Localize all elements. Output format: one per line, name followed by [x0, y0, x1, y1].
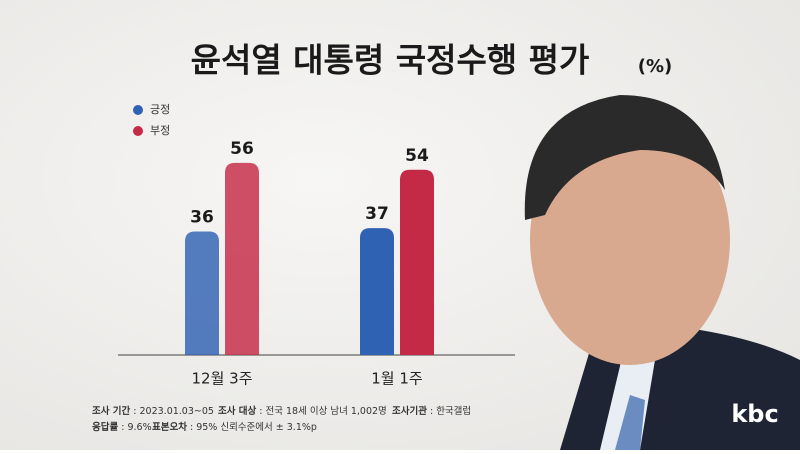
- bar: [360, 228, 394, 355]
- chart-subtitle: (%): [638, 56, 673, 77]
- data-label: 56: [230, 139, 254, 159]
- note: 조사기관: 한국갤럽: [392, 405, 471, 417]
- note-label: 조사 대상: [218, 405, 257, 417]
- note-label: 조사기관: [392, 405, 427, 417]
- note-label: 응답률: [92, 421, 118, 433]
- bar: [400, 169, 434, 355]
- note-value: : 2023.01.03~05: [133, 406, 214, 417]
- legend-swatch: [133, 105, 143, 115]
- note-value: : 95% 신뢰수준에서 ± 3.1%p: [190, 422, 317, 433]
- bar: [225, 162, 259, 355]
- data-label: 36: [190, 208, 214, 228]
- x-tick-label: 1월 1주: [371, 370, 422, 388]
- legend-label: 부정: [150, 124, 170, 137]
- note: 응답률: 9.6%: [92, 421, 152, 433]
- note: 표본오차: 95% 신뢰수준에서 ± 3.1%p: [152, 421, 317, 433]
- chart-title: 윤석열 대통령 국정수행 평가: [191, 41, 590, 80]
- legend-swatch: [133, 126, 143, 136]
- note-value: : 9.6%: [121, 422, 151, 433]
- bar: [185, 231, 219, 355]
- note-label: 표본오차: [152, 421, 187, 433]
- note: 조사 기간: 2023.01.03~05: [92, 405, 214, 417]
- portrait: [524, 95, 800, 450]
- data-label: 54: [405, 146, 429, 166]
- data-label: 37: [365, 204, 389, 224]
- note-label: 조사 기간: [92, 405, 131, 417]
- note-value: : 전국 18세 이상 남녀 1,002명: [259, 406, 387, 417]
- note: 조사 대상: 전국 18세 이상 남녀 1,002명: [218, 405, 387, 417]
- note-value: : 한국갤럽: [430, 405, 471, 417]
- logo: kbc: [731, 400, 778, 428]
- x-tick-label: 12월 3주: [192, 370, 253, 388]
- legend-label: 긍정: [150, 103, 170, 116]
